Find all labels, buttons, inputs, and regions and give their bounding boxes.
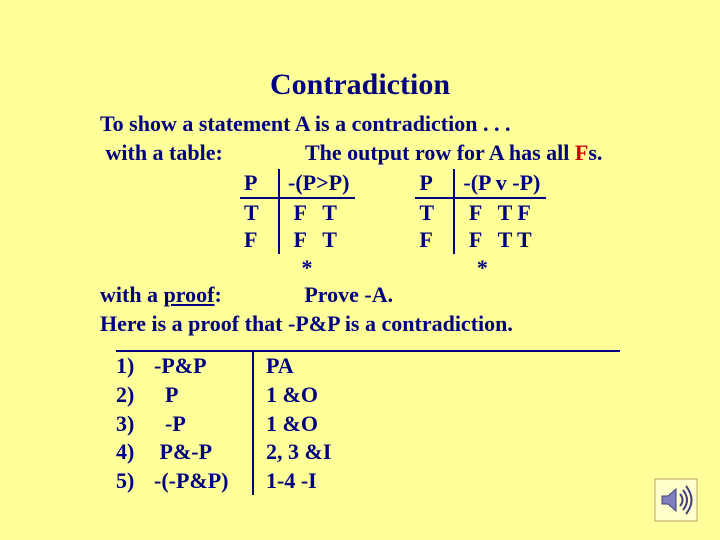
proof-r5-r: 1-4 -I [254,467,317,496]
proof-r2-f: P [150,381,254,410]
truth-table-right: P -(P v -P) T F T F F F T T * [415,169,546,281]
with-table-text: with a table: [100,140,223,165]
proof-r5-f: -(-P&P) [150,467,254,496]
tt-right-r1-p: T [415,199,455,227]
proof-r5-n: 5) [116,467,150,496]
tt-left-row-1: T F T [240,199,355,227]
output-row-suffix: s. [588,140,602,165]
prove-text: Prove -A. [304,282,393,307]
tt-left-r2-p: F [240,226,280,254]
tt-right-r1-out: F T F [455,199,536,227]
tt-left-star: * [240,254,355,282]
tt-right-h-p: P [415,169,455,197]
proof-r4-f: P&-P [150,438,254,467]
proof-r2-n: 2) [116,381,150,410]
proof-row-3: 3) -P 1 &O [116,410,620,439]
slide-body: To show a statement A is a contradiction… [0,102,720,495]
output-row-prefix: The output row for A has all [305,140,575,165]
proof-intro-line-1: with a proof: Prove -A. [100,281,620,310]
proof-colon: : [215,282,222,307]
tt-left-r2-out: F T [280,226,343,254]
tt-right-row-1: T F T F [415,199,546,227]
tt-left-h-formula: -(P>P) [280,169,355,197]
tt-right-r2-out: F T T [455,226,537,254]
proof-word: proof [164,282,215,307]
proof-r3-r: 1 &O [254,410,318,439]
tt-left-row-2: F F T [240,226,355,254]
tt-right-header: P -(P v -P) [415,169,546,199]
intro-line-1: To show a statement A is a contradiction… [100,110,620,139]
tt-right-star: * [415,254,546,282]
with-proof-text: with a [100,282,164,307]
truth-table-left: P -(P>P) T F T F F T * [240,169,355,281]
truth-tables-row: P -(P>P) T F T F F T * P -(P v -P) [100,169,620,281]
intro-line-2: with a table: The output row for A has a… [100,139,620,168]
tt-left-r1-out: F T [280,199,343,227]
proof-row-5: 5) -(-P&P) 1-4 -I [116,467,620,496]
tt-right-r2-p: F [415,226,455,254]
speaker-icon [654,478,698,522]
tt-left-header: P -(P>P) [240,169,355,199]
proof-table: 1) -P&P PA 2) P 1 &O 3) -P 1 &O 4) P&-P … [116,350,620,495]
proof-r4-r: 2, 3 &I [254,438,331,467]
tt-left-r1-p: T [240,199,280,227]
proof-r1-n: 1) [116,352,150,381]
tt-right-h-formula: -(P v -P) [455,169,546,197]
proof-r2-r: 1 &O [254,381,318,410]
slide: Contradiction To show a statement A is a… [0,0,720,540]
proof-row-1: 1) -P&P PA [116,350,620,381]
tt-left-h-p: P [240,169,280,197]
proof-row-4: 4) P&-P 2, 3 &I [116,438,620,467]
proof-r4-n: 4) [116,438,150,467]
proof-r1-f: -P&P [150,352,254,381]
proof-intro-line-2: Here is a proof that -P&P is a contradic… [100,310,620,339]
tt-right-row-2: F F T T [415,226,546,254]
proof-r1-r: PA [254,352,294,381]
proof-r3-f: -P [150,410,254,439]
proof-r3-n: 3) [116,410,150,439]
output-row-f: F [575,140,588,165]
slide-title: Contradiction [0,0,720,102]
proof-row-2: 2) P 1 &O [116,381,620,410]
